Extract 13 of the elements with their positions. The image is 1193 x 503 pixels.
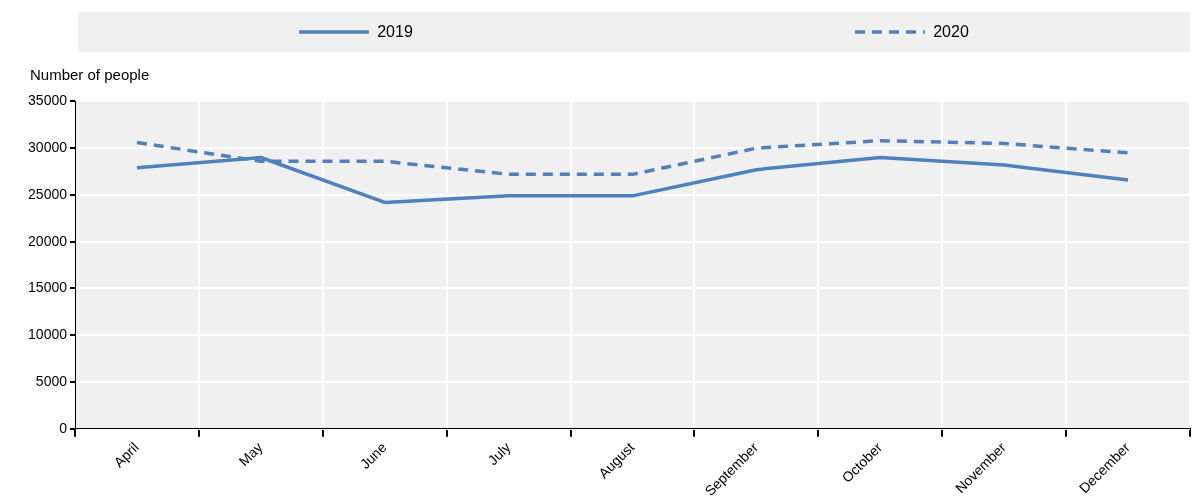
y-tick-label: 10000: [28, 326, 68, 343]
legend-label: 2019: [377, 23, 413, 41]
legend-label: 2020: [933, 23, 969, 41]
y-tick-label: 5000: [35, 372, 68, 389]
y-tick-label: 35000: [28, 92, 68, 109]
y-tick-label: 0: [59, 419, 68, 436]
x-tick-label: July: [484, 439, 514, 469]
y-tick-label: 25000: [28, 185, 68, 202]
y-tick-label: 30000: [28, 139, 68, 156]
y-tick-label: 15000: [28, 279, 68, 296]
x-tick-label: May: [235, 439, 266, 470]
y-tick-label: 20000: [28, 232, 68, 249]
y-axis-title: Number of people: [30, 66, 150, 83]
